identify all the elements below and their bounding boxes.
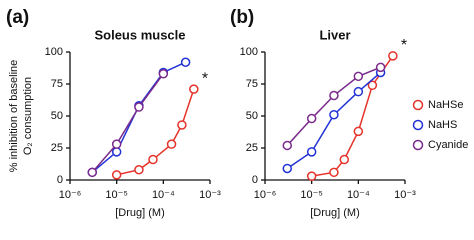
data-point	[180, 57, 191, 67]
data-point	[329, 90, 339, 101]
legend-label: NaHS	[428, 119, 457, 131]
y-axis-label: O₂ consumption	[22, 77, 34, 155]
data-point	[166, 139, 177, 149]
panel-title: Soleus muscle	[94, 27, 185, 42]
data-point	[111, 147, 122, 157]
y-tick-label: 100	[240, 46, 258, 58]
panel-title: Liver	[319, 27, 350, 42]
x-tick-label: 10⁻⁴	[152, 189, 175, 201]
y-tick-label: 0	[57, 174, 63, 186]
x-tick-label: 10⁻⁶	[254, 189, 277, 201]
data-point	[282, 140, 293, 151]
legend-marker	[412, 119, 424, 131]
data-point	[306, 113, 317, 124]
x-axis-label: [Drug] (M)	[310, 207, 360, 219]
data-point	[134, 165, 144, 175]
legend-marker	[412, 99, 424, 111]
annotation: *	[202, 70, 208, 87]
data-point	[367, 80, 378, 91]
x-tick-label: 10⁻⁵	[105, 189, 128, 201]
data-point	[148, 154, 158, 165]
data-point	[353, 86, 364, 97]
panel-label: (b)	[230, 7, 254, 28]
data-point	[134, 102, 144, 112]
y-tick-label: 100	[45, 46, 63, 58]
data-point	[375, 62, 386, 73]
data-point	[282, 163, 293, 174]
data-point	[306, 147, 317, 157]
annotation: *	[401, 37, 407, 54]
data-point	[111, 170, 122, 180]
data-point	[87, 167, 98, 178]
series-line	[286, 71, 382, 170]
legend-label: Cyanide	[428, 139, 468, 151]
x-tick-label: 10⁻⁴	[347, 189, 370, 201]
x-tick-label: 10⁻⁶	[59, 189, 82, 201]
x-tick-label: 10⁻⁵	[300, 189, 323, 201]
legend-label: NaHSe	[428, 99, 463, 111]
legend-marker	[412, 139, 424, 151]
data-point	[158, 69, 169, 79]
x-tick-label: 10⁻³	[394, 189, 416, 201]
data-point	[329, 167, 339, 178]
x-axis-label: [Drug] (M)	[115, 207, 165, 219]
data-point	[329, 109, 339, 120]
y-tick-label: 50	[246, 110, 258, 122]
data-point	[111, 139, 122, 149]
y-tick-label: 75	[51, 78, 63, 90]
y-tick-label: 25	[246, 142, 258, 154]
y-tick-label: 0	[252, 174, 258, 186]
figure: (a) Soleus muscle 0 25 50 75 100 10⁻⁶ 10⁻⁵ 10⁻⁴ 10…	[6, 7, 468, 219]
y-tick-label: 50	[51, 110, 63, 122]
y-tick-label: 75	[246, 78, 258, 90]
data-point	[353, 126, 364, 137]
page: {"chart_data": [ {"type": "line", "panel…	[6, 7, 469, 219]
data-point	[353, 71, 364, 82]
panel-label: (a)	[6, 7, 29, 28]
data-point	[388, 51, 398, 61]
y-tick-label: 25	[51, 142, 63, 154]
data-point	[339, 154, 350, 165]
data-point	[189, 84, 199, 94]
x-tick-label: 10⁻³	[199, 189, 221, 201]
y-axis-label: % inhibition of baseline	[8, 60, 20, 173]
series-line	[91, 73, 164, 173]
data-point	[306, 171, 317, 181]
data-point	[177, 120, 187, 130]
